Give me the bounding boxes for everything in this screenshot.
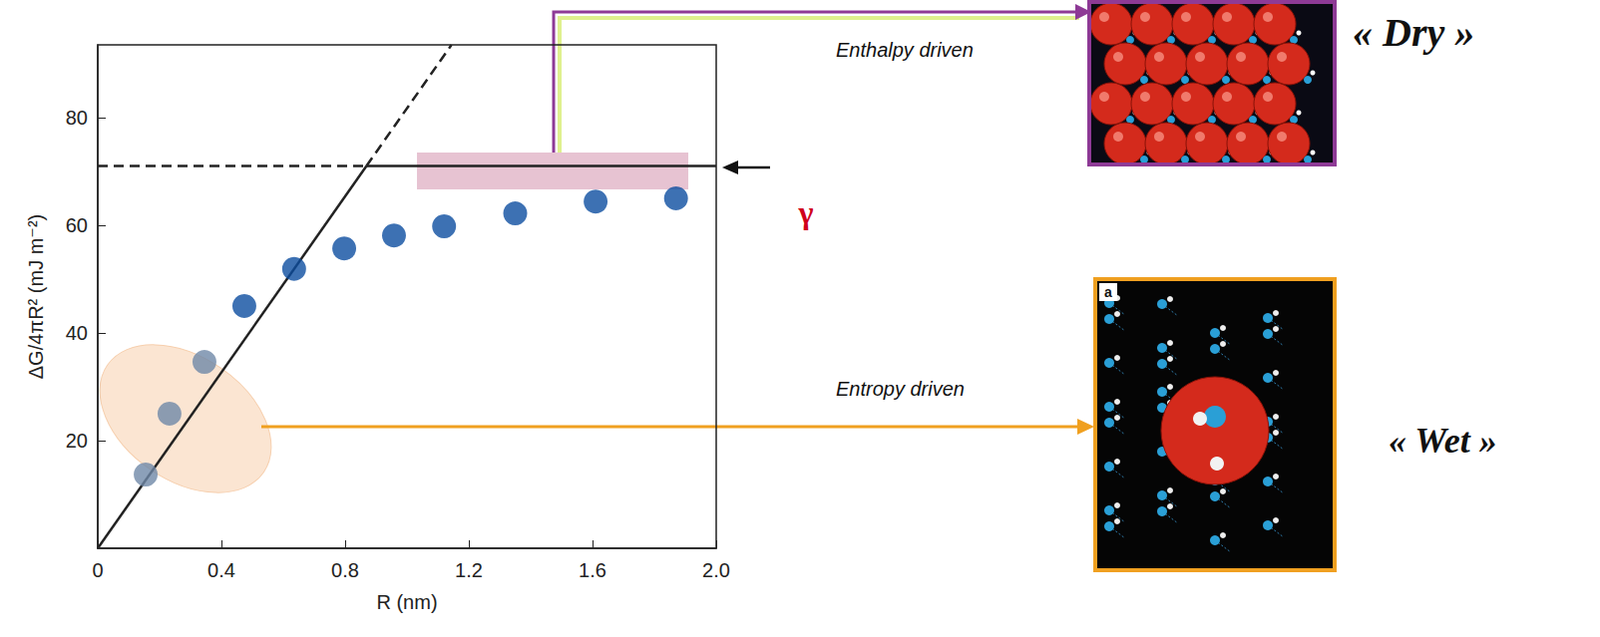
svg-text:80: 80 <box>65 106 88 129</box>
svg-text:60: 60 <box>65 214 88 237</box>
svg-text:40: 40 <box>65 322 88 345</box>
svg-text:γ: γ <box>798 194 814 231</box>
svg-text:1.2: 1.2 <box>454 559 483 582</box>
svg-text:ΔG/4πR² (mJ m⁻²): ΔG/4πR² (mJ m⁻²) <box>24 214 47 380</box>
svg-text:a: a <box>1104 284 1113 301</box>
svg-text:0.8: 0.8 <box>331 559 360 582</box>
svg-text:« Dry »: « Dry » <box>1352 9 1475 55</box>
svg-text:2.0: 2.0 <box>702 559 731 582</box>
svg-text:0.4: 0.4 <box>207 559 236 582</box>
svg-text:Enthalpy driven: Enthalpy driven <box>835 38 974 61</box>
svg-text:0: 0 <box>91 559 103 582</box>
svg-text:« Wet »: « Wet » <box>1388 420 1498 461</box>
svg-text:R (nm): R (nm) <box>376 591 437 614</box>
svg-text:1.6: 1.6 <box>578 559 607 582</box>
svg-text:Entropy driven: Entropy driven <box>835 378 965 400</box>
svg-text:20: 20 <box>65 429 88 452</box>
